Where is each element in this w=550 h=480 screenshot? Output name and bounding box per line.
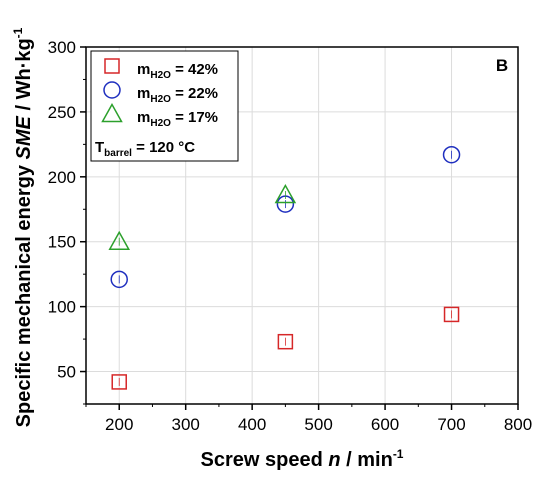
x-tick-label: 600 <box>371 415 399 434</box>
axis-ticks: 200 300 400 500 600 700 800 50 100 150 200 250 300 <box>48 38 533 434</box>
legend-square-marker <box>104 58 120 74</box>
square-data-point <box>111 374 127 390</box>
y-tick-label: 300 <box>48 38 76 57</box>
x-tick-label: 800 <box>504 415 532 434</box>
legend-label: mH2O = 17% <box>137 109 218 129</box>
y-tick-label: 200 <box>48 168 76 187</box>
square-data-point <box>443 306 460 323</box>
x-tick-label: 500 <box>304 415 332 434</box>
triangle-data-point <box>274 183 297 204</box>
y-axis-title: Specific mechanical energy SME / Wh·kg-1 <box>11 27 35 427</box>
data-points <box>108 145 461 390</box>
y-tick-label: 50 <box>57 363 76 382</box>
legend-label: mH2O = 42% <box>137 61 218 81</box>
legend-triangle-marker <box>101 102 123 123</box>
triangle-data-point <box>108 230 131 250</box>
circle-data-point <box>442 145 461 164</box>
legend-circle-marker <box>103 81 121 99</box>
x-tick-label: 200 <box>105 415 133 434</box>
x-tick-label: 300 <box>172 415 200 434</box>
x-axis-title: Screw speed n / min-1 <box>201 447 404 471</box>
legend: mH2O = 42% mH2O = 22% mH2O = 17% Tbarrel =… <box>90 50 239 162</box>
y-tick-label: 100 <box>48 298 76 317</box>
panel-label: B <box>496 56 508 75</box>
y-tick-label: 250 <box>48 103 76 122</box>
y-tick-label: 150 <box>48 233 76 252</box>
x-tick-label: 700 <box>437 415 465 434</box>
plot-frame <box>85 46 519 405</box>
square-data-point <box>277 333 294 350</box>
x-tick-label: 400 <box>238 415 266 434</box>
legend-label: mH2O = 22% <box>137 85 218 105</box>
circle-data-point <box>110 270 128 289</box>
legend-box <box>90 50 239 162</box>
barrel-temperature-annotation: Tbarrel = 120 °C <box>95 139 195 159</box>
